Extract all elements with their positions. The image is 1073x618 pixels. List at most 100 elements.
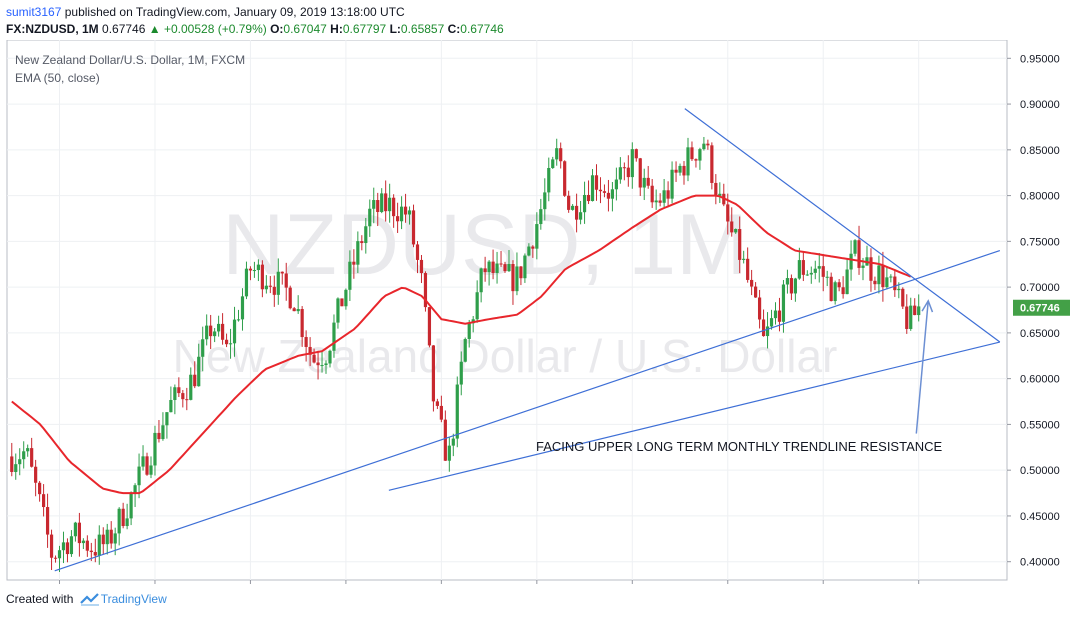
candle-body [224,339,229,345]
candle-body [535,224,539,249]
trendline[interactable] [684,108,1001,343]
candle-body [388,197,392,212]
tradingview-link[interactable]: TradingView [100,592,167,606]
candle-body [789,278,794,294]
candle-body [909,305,913,329]
last-price-tag-text: 0.67746 [1020,303,1060,315]
y-tick-label: 0.45000 [1020,511,1060,523]
y-tick-label: 0.90000 [1020,99,1060,111]
trendline[interactable] [54,249,1001,572]
candle-body [610,189,615,199]
candle-body [483,268,487,273]
candle-body [256,264,260,271]
candle-body [658,200,662,203]
candle-body [765,326,770,337]
candle-body [805,274,809,276]
candle-body [360,241,364,244]
candle-body [590,175,595,202]
candle-body [193,374,197,387]
trendline[interactable] [388,341,1000,491]
candle-body [185,399,189,401]
candle-body [356,241,360,265]
candle-body [415,244,420,260]
candle-body [734,229,738,233]
created-with-text: Created with [6,592,74,606]
candle-body [435,401,439,406]
candle-body [459,361,463,385]
candle-body [276,271,280,295]
candle-body [352,261,356,265]
candle-body [189,374,193,400]
candle-body [686,147,690,176]
candle-body [109,529,113,544]
close-value: 0.67746 [460,22,504,36]
candle-body [344,289,348,307]
candle-body [89,550,93,553]
candle-body [690,147,694,160]
price-axis[interactable]: 0.40000 0.45000 0.50000 0.55000 0.60000 0.650… [1007,53,1060,569]
candle-body [618,167,622,180]
candle-body [296,309,300,312]
candle-body [511,264,515,292]
candle-body [252,270,257,272]
candle-body [145,456,149,475]
candle-body [742,258,746,260]
plot-area[interactable] [6,40,1008,581]
ema-line[interactable] [11,194,912,495]
candle-body [304,337,308,347]
candle-body [244,268,249,297]
low-value: 0.65857 [400,22,445,36]
candle-body [169,400,173,413]
candle-body [555,148,559,160]
candle-body [738,229,742,260]
candle-body [702,143,706,150]
candle-body [503,264,507,272]
open-value: 0.67047 [283,22,327,36]
candle-body [634,149,638,159]
candle-body [666,190,670,199]
candle-body [650,185,654,203]
candle-body [340,298,344,307]
candle-body [547,167,551,193]
candle-body [38,482,42,495]
candle-body [881,265,885,288]
candle-body [157,432,161,440]
candle-body [201,339,205,357]
candle-body [49,534,54,558]
candle-body [614,179,618,190]
publish-text: published on TradingView.com, January 09… [64,5,405,19]
candle-body [411,210,416,245]
annotation-text[interactable]: FACING UPPER LONG TERM MONTHLY TRENDLINE… [536,439,943,454]
candle-body [646,177,650,186]
time-axis[interactable]: 2001200320052007200920112013201520172019 [47,580,931,585]
candle-body [320,365,324,367]
candle-body [606,192,611,199]
candle-body [384,193,388,212]
candle-body [105,529,109,545]
candle-body [551,159,555,168]
candle-body [746,258,750,280]
legend-indicator: EMA (50, close) [15,71,100,85]
high-value: 0.67797 [342,22,387,36]
candle-body [889,276,893,278]
candle-body [761,319,766,337]
candle-body [10,456,14,472]
candle-body [14,464,18,472]
candle-body [893,276,897,291]
candle-body [181,393,185,400]
candle-body [543,192,547,210]
candle-body [53,557,58,559]
candle-body [419,259,424,274]
trendlines[interactable] [54,108,1001,572]
grid-lines [7,40,1007,580]
annotation-arrow[interactable] [915,300,929,434]
candle-body [264,285,268,290]
author-link[interactable]: sumit3167 [6,5,62,19]
candle-body [698,149,702,161]
candle-body [41,494,46,508]
candle-body [463,338,467,362]
candle-body [69,536,74,555]
candle-body [197,356,201,387]
price-chart[interactable]: NZDUSD, 1M New Zealand Dollar / U.S. Dol… [0,40,1073,585]
candle-body [598,189,603,192]
